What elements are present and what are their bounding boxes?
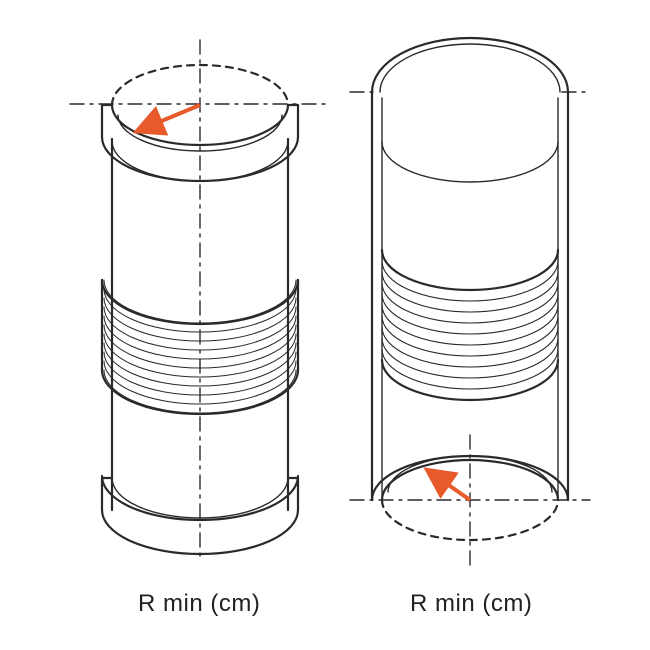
radius-arrow-left bbox=[140, 105, 200, 130]
radius-arrow-right bbox=[430, 472, 470, 500]
label-rmin-left: R min (cm) bbox=[138, 590, 260, 618]
diagram-canvas bbox=[0, 0, 650, 650]
label-rmin-right: R min (cm) bbox=[410, 590, 532, 618]
